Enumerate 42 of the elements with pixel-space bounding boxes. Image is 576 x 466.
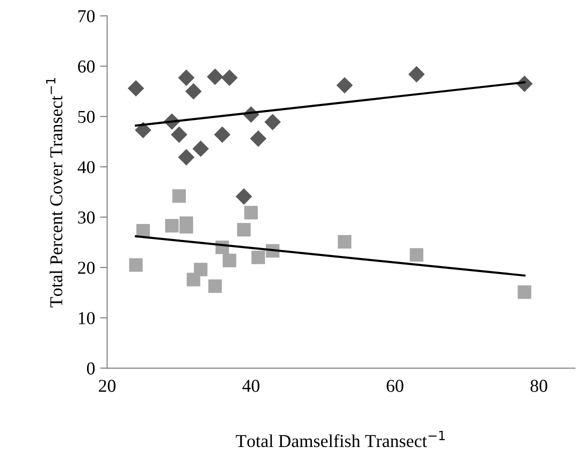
point xyxy=(178,149,195,166)
point xyxy=(180,220,194,234)
x-axis-title: Total Damselfish Transect$^{−1}$ xyxy=(236,430,445,448)
x-tick-label: 40 xyxy=(242,380,260,392)
y-tick-label: 30 xyxy=(78,211,95,224)
point xyxy=(237,222,251,237)
point xyxy=(208,279,222,293)
point xyxy=(336,77,353,94)
y-tick-label: 20 xyxy=(78,262,95,274)
x-tick-label: 20 xyxy=(98,380,116,392)
point xyxy=(194,262,208,276)
y-tick-label: 70 xyxy=(78,10,95,22)
point xyxy=(128,80,144,97)
y-tick-label: 60 xyxy=(78,60,95,73)
x-tick-label: 60 xyxy=(386,380,404,392)
point xyxy=(264,114,281,130)
point xyxy=(172,189,186,203)
point xyxy=(236,188,252,205)
point xyxy=(206,68,224,85)
point xyxy=(134,122,152,138)
point xyxy=(129,258,143,272)
point xyxy=(410,248,424,262)
y-tick-label: 0 xyxy=(86,362,95,375)
point xyxy=(244,206,258,220)
y-tick-label: 50 xyxy=(78,110,95,123)
point xyxy=(518,285,532,299)
point xyxy=(170,126,188,143)
y-tick-label: 40 xyxy=(78,161,95,174)
point xyxy=(192,140,209,157)
x-tick-label: 80 xyxy=(530,380,548,392)
y-axis-title: Total Percent Cover Transect$^{−1}$ xyxy=(46,78,62,308)
point xyxy=(214,126,230,143)
point xyxy=(222,254,236,268)
point xyxy=(250,130,266,147)
point xyxy=(221,70,238,86)
point xyxy=(338,235,352,249)
point xyxy=(185,83,202,100)
point xyxy=(408,66,425,82)
y-tick-label: 10 xyxy=(78,312,95,324)
point xyxy=(178,70,195,86)
point xyxy=(165,218,179,232)
point xyxy=(251,250,266,264)
